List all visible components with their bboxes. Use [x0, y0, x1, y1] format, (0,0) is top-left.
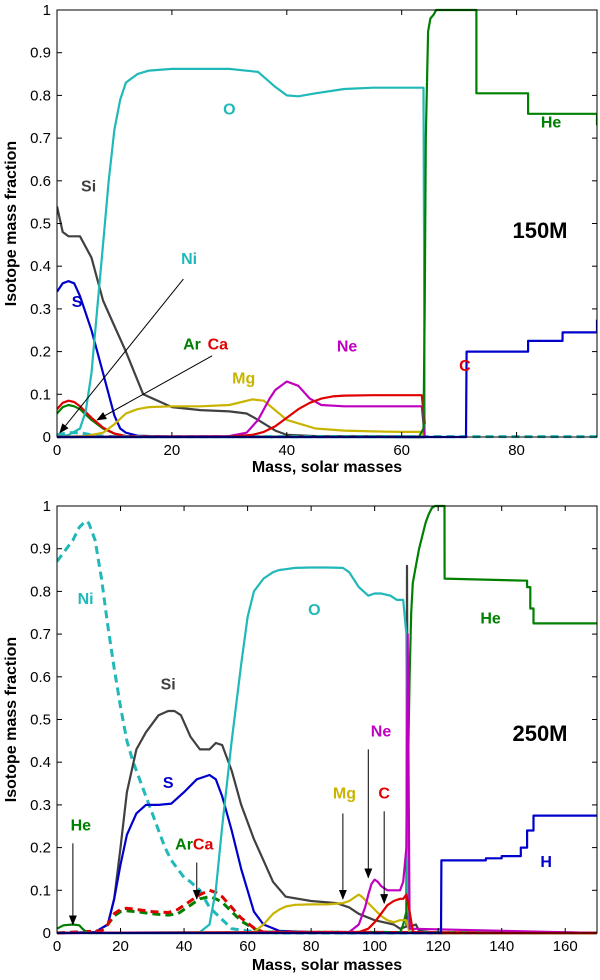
series-label-mg: Mg	[333, 785, 356, 802]
y-tick-label: 0.8	[30, 583, 51, 600]
y-axis-title: Isotope mass fraction	[3, 141, 20, 306]
mass-label: 150M	[512, 218, 567, 243]
y-tick-label: 0.8	[30, 87, 51, 104]
y-tick-label: 0.6	[30, 669, 51, 686]
series-label-he: He	[541, 114, 562, 131]
x-tick-label: 120	[426, 938, 451, 955]
series-line-ne	[57, 380, 426, 439]
y-tick-label: 0.2	[30, 840, 51, 857]
series-label-ne: Ne	[337, 339, 358, 356]
annotation-arrow	[96, 355, 213, 421]
series-label-he: He	[71, 818, 92, 835]
series-label-h: H	[540, 854, 552, 871]
chart-panel-250M: 0 20 40 60 80 100 120 140 160 0 0.1 0.2 0.3 0.4 0.5 0.6…	[3, 498, 598, 974]
x-tick-label: 60	[239, 938, 256, 955]
y-tick-label: 1	[43, 2, 51, 19]
series-label-si: Si	[81, 178, 96, 195]
series-label-ar: Ar	[183, 336, 201, 353]
series-line-o	[57, 566, 597, 935]
series-line-he	[57, 504, 597, 935]
x-axis-title: Mass, solar masses	[252, 459, 402, 476]
y-axis-title: Isotope mass fraction	[3, 637, 20, 802]
series-line-si	[57, 206, 425, 438]
series-line-si	[57, 564, 597, 935]
y-tick-label: 0	[43, 925, 51, 942]
y-tick-label: 0.5	[30, 216, 51, 233]
series-line-mg	[57, 398, 426, 439]
y-tick-label: 0	[43, 429, 51, 446]
x-tick-label: 40	[278, 442, 295, 459]
y-tick-label: 0.1	[30, 386, 51, 403]
series-label-ar: Ar	[175, 837, 193, 854]
x-tick-label: 80	[508, 442, 525, 459]
y-tick-label: 0.5	[30, 712, 51, 729]
series-label-o: O	[308, 602, 320, 619]
y-tick-label: 0.2	[30, 344, 51, 361]
series-label-c: C	[378, 785, 390, 802]
series-line-o	[57, 67, 426, 439]
x-tick-label: 60	[393, 442, 410, 459]
x-tick-label: 40	[176, 938, 193, 955]
series-line-c	[57, 893, 597, 935]
series-label-si: Si	[161, 677, 176, 694]
series-line-mg	[57, 893, 597, 935]
series-line-ar-dashed	[57, 895, 597, 935]
x-axis-title: Mass, solar masses	[252, 957, 402, 974]
series-label-s: S	[72, 294, 83, 311]
y-tick-label: 0.1	[30, 882, 51, 899]
mass-label: 250M	[512, 721, 567, 746]
annotation-arrow	[59, 278, 184, 434]
series-line-h	[57, 814, 597, 935]
series-label-ni: Ni	[181, 251, 197, 268]
plot-frame	[56, 505, 598, 934]
series-line-ne	[57, 632, 597, 935]
y-tick-label: 0.9	[30, 45, 51, 62]
chart-panel-150M: 0 20 40 60 80 0 0.1 0.2 0.3 0.4 0.5 0.6 0.7 0.8 0.9 1 Ma…	[3, 2, 598, 476]
series-line-ni-dashed	[57, 519, 597, 935]
y-tick-label: 0.7	[30, 626, 51, 643]
y-tick-label: 0.4	[30, 754, 51, 771]
series-line-c	[57, 394, 426, 439]
series-label-he: He	[480, 610, 501, 627]
series-label-ca: Ca	[208, 336, 229, 353]
x-tick-label: 100	[362, 938, 387, 955]
series-label-c: C	[459, 358, 471, 375]
series-label-ca: Ca	[193, 837, 214, 854]
x-tick-label: 80	[303, 938, 320, 955]
series-group	[57, 504, 597, 935]
y-tick-label: 0.4	[30, 258, 51, 275]
series-line-h	[57, 319, 597, 439]
y-tick-label: 0.7	[30, 130, 51, 147]
y-tick-label: 0.9	[30, 541, 51, 558]
series-label-s: S	[163, 775, 174, 792]
series-label-mg: Mg	[232, 371, 255, 388]
y-tick-label: 0.3	[30, 301, 51, 318]
y-tick-label: 0.3	[30, 797, 51, 814]
y-tick-label: 1	[43, 498, 51, 515]
x-tick-label: 20	[112, 938, 129, 955]
x-tick-label: 20	[164, 442, 181, 459]
x-tick-label: 0	[53, 442, 61, 459]
x-tick-label: 140	[489, 938, 514, 955]
series-label-ne: Ne	[371, 724, 392, 741]
x-tick-label: 0	[53, 938, 61, 955]
series-label-o: O	[223, 102, 235, 119]
series-label-ni: Ni	[78, 591, 94, 608]
series-line-ca-dashed	[57, 888, 597, 935]
y-tick-label: 0.6	[30, 173, 51, 190]
x-tick-label: 160	[553, 938, 578, 955]
